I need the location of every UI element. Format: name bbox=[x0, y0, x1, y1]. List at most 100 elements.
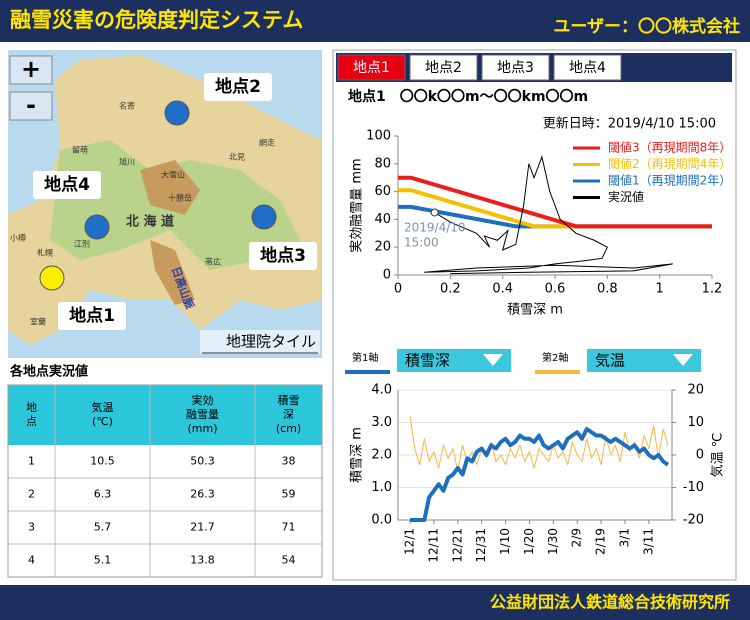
selector-dropdown[interactable] bbox=[397, 349, 511, 372]
attribution-bg bbox=[200, 330, 320, 354]
selector-dropdown[interactable] bbox=[587, 349, 701, 372]
table-cell: 5.1 bbox=[94, 554, 112, 567]
x-tick-label: 1/20 bbox=[522, 528, 536, 555]
tab[interactable] bbox=[337, 54, 406, 81]
map-point-label: 地点1 bbox=[69, 305, 115, 326]
table-cell: 6.3 bbox=[94, 488, 112, 501]
table-cell: 13.8 bbox=[190, 554, 215, 567]
x-tick-label: 0.2 bbox=[440, 282, 461, 297]
legend-label: 実況値 bbox=[608, 189, 644, 204]
x-tick-label: 3/1 bbox=[618, 528, 632, 547]
table-cell: 10.5 bbox=[90, 455, 115, 468]
map-point-label-bg bbox=[204, 73, 272, 101]
y-tick-label: 80 bbox=[374, 156, 391, 171]
y2-tick-label: -10 bbox=[683, 480, 704, 495]
map-point-label: 地点3 bbox=[260, 245, 306, 266]
y2-tick-label: 20 bbox=[687, 383, 704, 398]
x-axis-label: 積雪深 m bbox=[507, 303, 563, 318]
footer-bar bbox=[0, 585, 750, 620]
legend-label: 閾値3（再現期間8年） bbox=[608, 140, 731, 155]
table-header-cell: 融雪量 bbox=[186, 408, 219, 421]
tab[interactable] bbox=[481, 54, 550, 81]
tab[interactable] bbox=[553, 54, 622, 81]
legend-label: 閾値2（再現期間4年） bbox=[608, 156, 731, 171]
zoom-in-button[interactable] bbox=[9, 55, 53, 85]
x-tick-label: 1/30 bbox=[546, 528, 560, 555]
y2-axis-label: 気温 ℃ bbox=[710, 433, 726, 478]
y-tick-label: 1.0 bbox=[371, 480, 392, 495]
table-header-cell: (℃) bbox=[92, 415, 113, 428]
zoom-out-label: - bbox=[26, 91, 36, 119]
table-cell: 5.7 bbox=[94, 521, 112, 534]
map-point[interactable] bbox=[251, 204, 277, 230]
x-tick-label: 12/31 bbox=[474, 528, 488, 563]
table-cell: 50.3 bbox=[190, 455, 215, 468]
annotation-text: 2019/4/10 bbox=[404, 221, 466, 235]
map-mountain bbox=[140, 160, 200, 215]
user-name: ユーザー：〇〇株式会社 bbox=[553, 16, 740, 37]
map-point[interactable] bbox=[164, 100, 190, 126]
table-title: 各地点実況値 bbox=[9, 364, 88, 380]
tab-label: 地点4 bbox=[569, 60, 606, 76]
y-axis-label: 実効融雪量 mm bbox=[349, 158, 365, 252]
y2-tick-label: -20 bbox=[683, 513, 704, 528]
table-header-cell: 点 bbox=[26, 415, 37, 428]
map-place-name: 北見 bbox=[229, 153, 245, 162]
section-title: 地点1 〇〇k〇〇m〜〇〇km〇〇m bbox=[348, 88, 588, 105]
table-header-cell: 地 bbox=[26, 401, 37, 414]
map-place-name: 室蘭 bbox=[30, 317, 46, 327]
map-place-name: 名寄 bbox=[119, 101, 135, 111]
table-header-cell: 実効 bbox=[192, 393, 214, 407]
tab-label: 地点1 bbox=[353, 60, 390, 76]
y2-tick-label: 0 bbox=[696, 448, 704, 463]
table-cell: 26.3 bbox=[190, 488, 215, 501]
map-place-name: 江別 bbox=[74, 240, 90, 249]
y-tick-label: 40 bbox=[374, 212, 391, 227]
y-tick-label: 3.0 bbox=[371, 415, 392, 430]
map-place-name: 札幌 bbox=[37, 248, 53, 258]
y-tick-label: 100 bbox=[366, 129, 391, 144]
selector-value: 積雪深 bbox=[405, 352, 450, 370]
x-tick-label: 0.6 bbox=[545, 282, 566, 297]
y-tick-label: 0 bbox=[383, 268, 391, 283]
series-line bbox=[424, 155, 673, 275]
map-place-name: 旭川 bbox=[119, 157, 135, 167]
y-tick-label: 4.0 bbox=[371, 383, 392, 398]
table-header-cell: 気温 bbox=[92, 400, 114, 414]
table-cell: 38 bbox=[282, 455, 296, 468]
x-tick-label: 1.2 bbox=[702, 282, 723, 297]
map-place-name: 北 海 道 bbox=[126, 214, 174, 230]
map-point-label-bg bbox=[249, 242, 317, 270]
series-line bbox=[410, 427, 670, 522]
table-cell: 4 bbox=[28, 554, 35, 567]
map-place-name: 網走 bbox=[259, 138, 275, 148]
app-title: 融雪災害の危険度判定システム bbox=[10, 8, 303, 32]
x-tick-label: 12/1 bbox=[403, 528, 417, 555]
x-tick-label: 1/10 bbox=[498, 528, 512, 555]
x-tick-label: 2/9 bbox=[570, 528, 584, 547]
right-panel bbox=[332, 49, 737, 581]
zoom-out-button[interactable] bbox=[9, 91, 53, 121]
map-place-name: 十勝岳 bbox=[168, 193, 192, 203]
organization: 公益財団法人鉄道総合技術研究所 bbox=[490, 593, 730, 612]
y-axis-label: 積雪深 m bbox=[350, 427, 365, 483]
map-point[interactable] bbox=[84, 214, 110, 240]
table-header-bg bbox=[8, 385, 322, 445]
table-cell: 1 bbox=[28, 455, 35, 468]
map-place-name: 留萌 bbox=[72, 145, 88, 155]
map-place-name: 帯広 bbox=[205, 257, 221, 267]
table-frame bbox=[7, 384, 323, 578]
map-point[interactable] bbox=[39, 265, 65, 291]
tab[interactable] bbox=[409, 54, 478, 81]
map-mountain bbox=[150, 240, 195, 305]
dropdown-arrow bbox=[673, 354, 693, 366]
map-point-label: 地点4 bbox=[44, 174, 90, 195]
y-tick-label: 20 bbox=[374, 240, 391, 255]
x-tick-label: 0.4 bbox=[492, 282, 513, 297]
table-header-cell: 深 bbox=[283, 408, 294, 421]
table-header-cell: (cm) bbox=[276, 422, 301, 435]
map-place-name: 小樽 bbox=[10, 233, 26, 243]
selector-label: 第1軸 bbox=[352, 351, 378, 364]
x-tick-label: 0.8 bbox=[597, 282, 618, 297]
